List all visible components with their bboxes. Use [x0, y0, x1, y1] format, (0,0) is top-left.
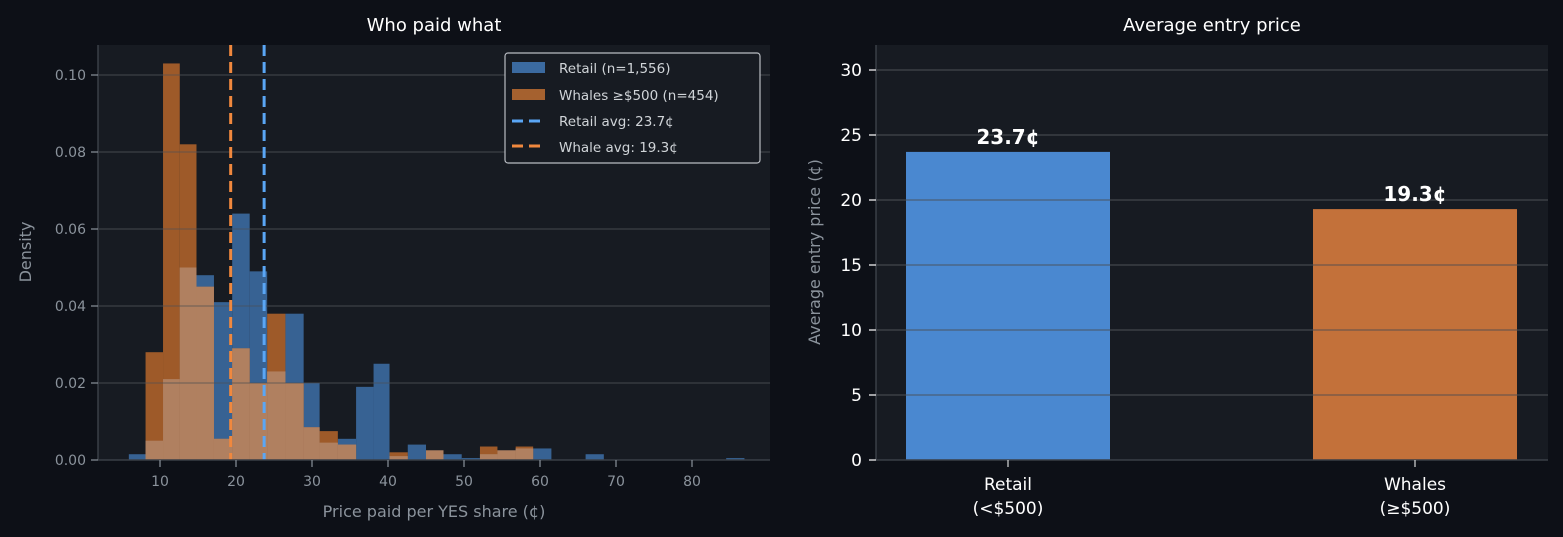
svg-text:80: 80 [683, 474, 701, 490]
legend-retail-avg: Retail avg: 23.7¢ [559, 114, 674, 130]
histogram-x-label: Price paid per YES share (¢) [323, 502, 546, 521]
histogram-ticks: 0.00 0.02 0.04 0.06 0.08 0.10 10 20 30 40 50 60 70 80 [55, 68, 701, 490]
histogram-overlap [319, 442, 338, 460]
histogram-panel: Who paid what 0.00 0.02 0.04 0.06 0.08 0.10 10… [16, 15, 770, 521]
svg-text:10: 10 [151, 474, 169, 490]
category-whales-line2: (≥$500) [1380, 499, 1451, 519]
histogram-bar [213, 302, 233, 460]
svg-text:50: 50 [455, 474, 473, 490]
legend-swatch-whales [512, 89, 545, 100]
legend-retail: Retail (n=1,556) [559, 61, 671, 77]
histogram-overlap [179, 267, 197, 460]
svg-text:0.10: 0.10 [55, 68, 86, 84]
histogram-title: Who paid what [367, 15, 502, 36]
svg-text:30: 30 [840, 61, 862, 81]
svg-text:30: 30 [303, 474, 321, 490]
svg-text:40: 40 [379, 474, 397, 490]
legend-whale-avg: Whale avg: 19.3¢ [559, 140, 678, 156]
histogram-bar [407, 444, 426, 460]
histogram-y-label: Density [16, 222, 35, 283]
bar-y-label: Average entry price (¢) [805, 159, 824, 345]
legend-whales: Whales ≥$500 (n=454) [559, 88, 719, 104]
histogram-overlap [285, 383, 304, 460]
histogram-overlap [426, 450, 444, 460]
svg-text:10: 10 [840, 321, 862, 341]
category-retail-line1: Retail [984, 475, 1032, 495]
histogram-overlap [389, 456, 408, 460]
bars [906, 151, 1517, 460]
histogram-overlap [213, 438, 233, 460]
histogram-overlap [479, 454, 498, 460]
svg-text:0.00: 0.00 [55, 453, 86, 469]
bar-gridlines-overlay [876, 69, 1548, 396]
histogram-overlap [196, 286, 214, 460]
histogram-bar [533, 448, 552, 460]
histogram-overlap [497, 450, 516, 460]
histogram-overlap [232, 348, 250, 460]
histogram-overlap [303, 427, 320, 460]
bar-title: Average entry price [1123, 15, 1301, 36]
svg-text:60: 60 [531, 474, 549, 490]
legend-swatch-retail [512, 62, 545, 73]
value-label-whales: 19.3¢ [1383, 182, 1446, 206]
histogram-bar [356, 386, 374, 460]
bar-retail [906, 151, 1110, 460]
svg-text:20: 20 [840, 191, 862, 211]
histogram-bar [443, 454, 462, 460]
histogram-overlap [145, 440, 164, 460]
histogram-overlap [515, 448, 534, 460]
average-lines [229, 45, 266, 460]
histogram-bars [128, 63, 745, 461]
histogram-legend: Retail (n=1,556) Whales ≥$500 (n=454) Re… [504, 52, 761, 164]
histogram-bar [461, 458, 480, 460]
histogram-bar [128, 454, 146, 460]
histogram-overlap [163, 379, 180, 460]
histogram-bar [726, 458, 745, 460]
category-retail-line2: (<$500) [973, 499, 1044, 519]
svg-text:5: 5 [851, 386, 862, 406]
svg-text:0: 0 [851, 451, 862, 471]
legend-box [504, 52, 761, 164]
svg-text:15: 15 [840, 256, 862, 276]
histogram-bar [145, 352, 164, 460]
category-whales-line1: Whales [1384, 475, 1446, 495]
svg-text:25: 25 [840, 126, 862, 146]
svg-text:70: 70 [607, 474, 625, 490]
histogram-bar [163, 63, 180, 460]
svg-text:0.04: 0.04 [55, 299, 86, 315]
svg-text:20: 20 [227, 474, 245, 490]
histogram-overlap [267, 371, 286, 460]
svg-text:0.02: 0.02 [55, 376, 86, 392]
value-label-retail: 23.7¢ [976, 125, 1039, 149]
svg-text:0.08: 0.08 [55, 145, 86, 161]
histogram-bar [585, 454, 604, 460]
bar-whales [1313, 209, 1517, 460]
histogram-overlap [337, 444, 357, 460]
svg-text:0.06: 0.06 [55, 222, 86, 238]
bar-y-ticks: 0 5 10 15 20 25 30 [840, 61, 876, 471]
histogram-bar [373, 363, 390, 460]
